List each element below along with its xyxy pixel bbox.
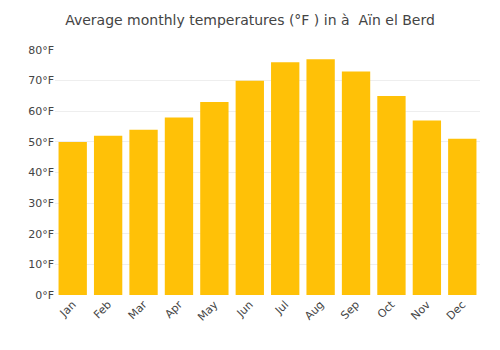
svg-text:Feb: Feb xyxy=(91,298,114,321)
svg-text:50°F: 50°F xyxy=(28,136,54,149)
svg-text:Average monthly temperatures (: Average monthly temperatures (°F ) in à … xyxy=(65,12,435,28)
svg-text:May: May xyxy=(195,298,221,324)
svg-text:0°F: 0°F xyxy=(35,289,54,302)
svg-text:Oct: Oct xyxy=(375,298,398,321)
svg-text:60°F: 60°F xyxy=(28,105,54,118)
svg-text:Aug: Aug xyxy=(302,298,326,322)
svg-text:Nov: Nov xyxy=(409,298,434,323)
svg-text:40°F: 40°F xyxy=(28,166,54,179)
svg-text:Jan: Jan xyxy=(57,298,79,320)
svg-text:70°F: 70°F xyxy=(28,74,54,87)
svg-text:Jun: Jun xyxy=(234,298,256,320)
svg-text:Sep: Sep xyxy=(338,298,362,322)
svg-text:Mar: Mar xyxy=(126,298,150,322)
svg-text:Apr: Apr xyxy=(162,298,185,321)
svg-text:20°F: 20°F xyxy=(28,228,54,241)
svg-text:10°F: 10°F xyxy=(28,258,54,271)
svg-text:Jul: Jul xyxy=(272,298,291,317)
svg-text:80°F: 80°F xyxy=(28,44,54,57)
svg-text:30°F: 30°F xyxy=(28,197,54,210)
svg-text:Dec: Dec xyxy=(444,298,468,322)
